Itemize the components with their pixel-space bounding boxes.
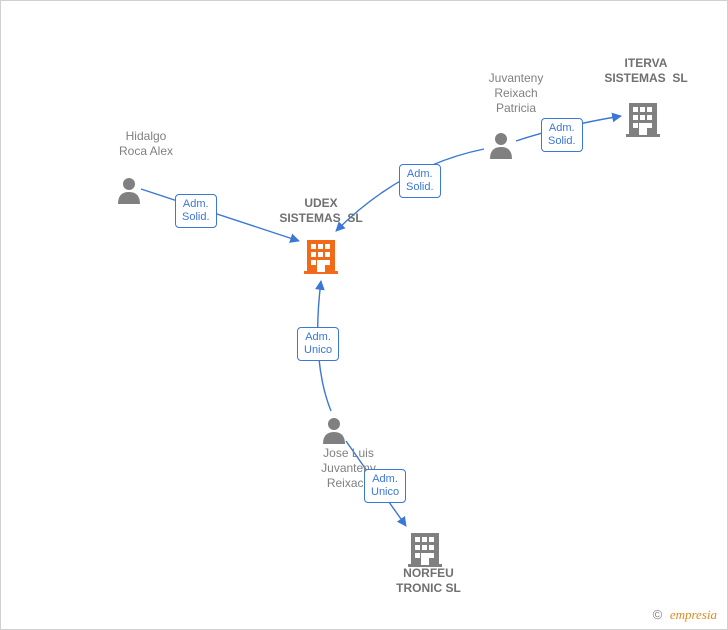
edges-layer bbox=[1, 1, 728, 630]
watermark: © empresia bbox=[653, 607, 717, 623]
edge-label-juvanteny-iterva: Adm. Solid. bbox=[541, 118, 583, 152]
edge-label-joseluis-udex: Adm. Unico bbox=[297, 327, 339, 361]
edge-label-joseluis-norfeu: Adm. Unico bbox=[364, 469, 406, 503]
node-label-norfeu: NORFEU TRONIC SL bbox=[381, 566, 476, 596]
node-label-hidalgo: Hidalgo Roca Alex bbox=[106, 129, 186, 159]
node-label-iterva: ITERVA SISTEMAS SL bbox=[586, 56, 706, 86]
brand-name: empresia bbox=[670, 607, 717, 622]
person-icon bbox=[116, 176, 142, 209]
person-icon bbox=[321, 416, 347, 449]
diagram-canvas: Hidalgo Roca Alex Juvanteny Reixach Patr… bbox=[0, 0, 728, 630]
node-label-juvanteny: Juvanteny Reixach Patricia bbox=[471, 71, 561, 116]
node-label-udex: UDEX SISTEMAS SL bbox=[256, 196, 386, 226]
building-icon bbox=[626, 101, 660, 142]
building-icon bbox=[304, 238, 338, 279]
copyright-symbol: © bbox=[653, 607, 663, 622]
edge-label-hidalgo-udex: Adm. Solid. bbox=[175, 194, 217, 228]
person-icon bbox=[488, 131, 514, 164]
edge-label-juvanteny-udex: Adm. Solid. bbox=[399, 164, 441, 198]
